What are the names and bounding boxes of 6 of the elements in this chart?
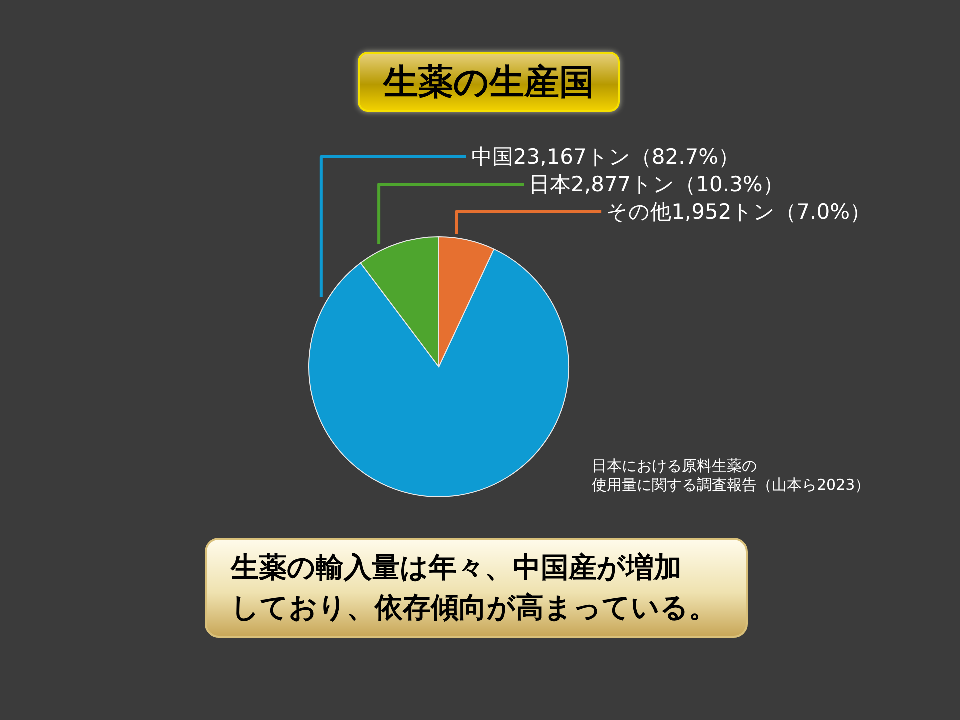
text: 生薬の輸入量は年々、中国産が増加しており、依存傾向が高まっている。 xyxy=(231,551,717,624)
text: 日本における原料生薬の使用量に関する調査報告（山本ら2023） xyxy=(592,457,870,494)
slice-label: 日本2,877トン（10.3%） xyxy=(529,172,784,196)
chart-title: 生薬の生産国 xyxy=(358,52,620,112)
slice-label: その他1,952トン（7.0%） xyxy=(606,200,872,224)
slice-label: 中国23,167トン（82.7%） xyxy=(471,145,740,169)
